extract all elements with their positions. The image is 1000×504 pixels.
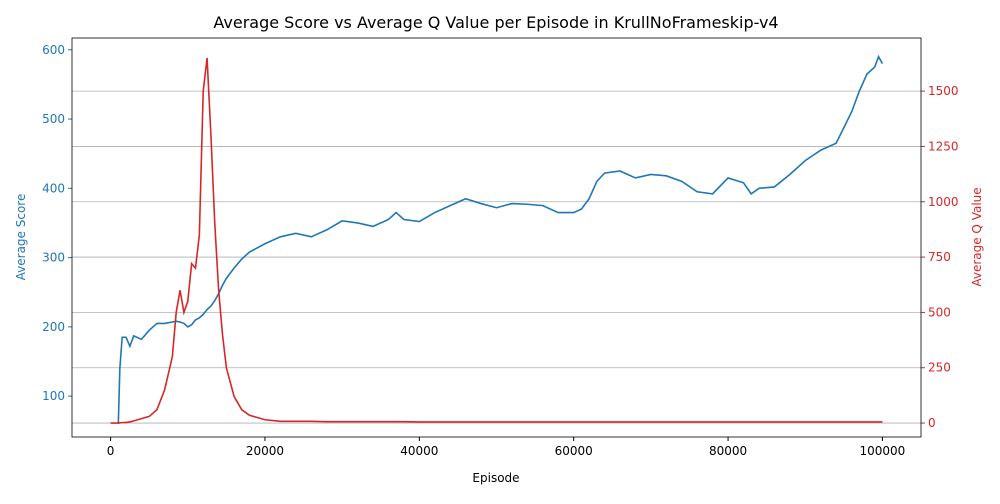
y-tick-label: 400 xyxy=(42,181,65,195)
chart-title: Average Score vs Average Q Value per Epi… xyxy=(213,13,778,32)
x-tick-label: 60000 xyxy=(555,444,593,458)
x-tick-label: 20000 xyxy=(246,444,284,458)
y2-tick-label: 0 xyxy=(928,416,936,430)
y2-tick-label: 1500 xyxy=(928,84,959,98)
y2-tick-label: 250 xyxy=(928,361,951,375)
y2-tick-label: 1250 xyxy=(928,139,959,153)
y2-axis-label: Average Q Value xyxy=(970,187,984,286)
series-line xyxy=(117,54,884,424)
series-line xyxy=(110,57,883,424)
y-tick-label: 600 xyxy=(42,43,65,57)
y2-tick-label: 1000 xyxy=(928,195,959,209)
x-tick-label: 80000 xyxy=(709,444,747,458)
x-tick-label: 100000 xyxy=(860,444,906,458)
x-tick-label: 40000 xyxy=(400,444,438,458)
x-axis-label: Episode xyxy=(472,471,519,485)
y-axis-label: Average Score xyxy=(14,194,28,281)
x-tick-label: 0 xyxy=(107,444,115,458)
y-tick-label: 300 xyxy=(42,251,65,265)
plot-frame xyxy=(71,37,922,438)
y-tick-label: 100 xyxy=(42,389,65,403)
y2-tick-label: 750 xyxy=(928,250,951,264)
y-tick-label: 200 xyxy=(42,320,65,334)
y2-tick-label: 500 xyxy=(928,305,951,319)
y-tick-label: 500 xyxy=(42,112,65,126)
